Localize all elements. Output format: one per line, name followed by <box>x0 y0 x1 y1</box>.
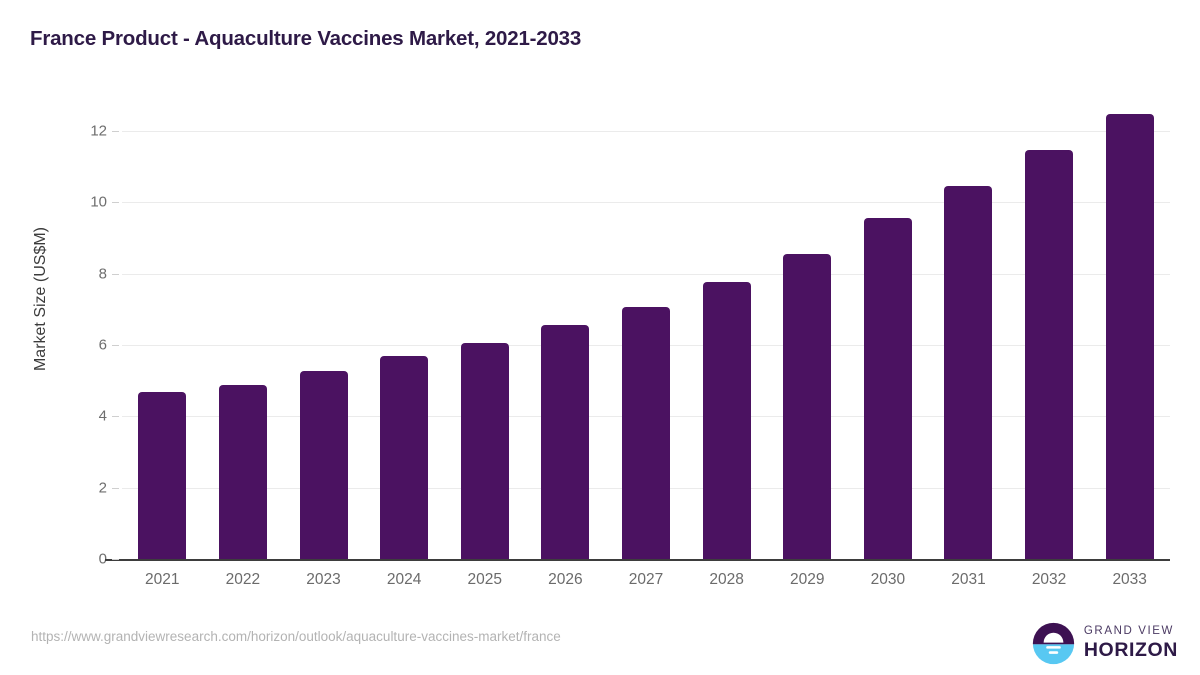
bar-2022[interactable] <box>218 385 267 559</box>
brand-name-secondary: HORIZON <box>1083 639 1178 661</box>
x-tick-label-2022: 2022 <box>225 571 261 588</box>
x-axis-line <box>105 559 1170 561</box>
bar-2023[interactable] <box>299 371 348 559</box>
x-tick-label-2023: 2023 <box>306 571 341 588</box>
x-tick-label-2031: 2031 <box>951 571 986 588</box>
x-tick-label-2021: 2021 <box>145 571 180 588</box>
y-axis-tick-labels: 0 2 4 6 8 10 12 <box>55 90 107 568</box>
bar-2025[interactable] <box>460 342 509 559</box>
bar-2029[interactable] <box>783 253 832 559</box>
x-tick-label-2025: 2025 <box>467 571 502 588</box>
bar-2021[interactable] <box>138 392 187 559</box>
x-tick-label-2030: 2030 <box>870 571 906 588</box>
x-tick-label-2026: 2026 <box>548 571 583 588</box>
brand-logo: GRAND VIEW HORIZON <box>1032 620 1178 666</box>
horizon-circle-icon <box>1032 622 1075 664</box>
bar-2028[interactable] <box>702 281 751 559</box>
gridline <box>122 273 1170 275</box>
y-axis-title: Market Size (US$M) <box>32 226 49 372</box>
y-tick-mark <box>112 487 119 489</box>
y-tick-label: 0 <box>98 550 107 568</box>
plot-area <box>122 90 1170 559</box>
bar-2026[interactable] <box>541 324 590 559</box>
y-tick-label: 2 <box>98 479 107 497</box>
y-tick-label: 8 <box>98 265 107 283</box>
bar-2031[interactable] <box>944 185 993 559</box>
y-tick-mark <box>112 131 119 132</box>
y-tick-mark <box>112 416 119 418</box>
source-url[interactable]: https://www.grandviewresearch.com/horizo… <box>31 629 561 644</box>
y-tick-mark <box>112 202 119 204</box>
bar-2032[interactable] <box>1025 149 1074 559</box>
bar-2033[interactable] <box>1105 114 1154 559</box>
y-tick-mark <box>112 273 119 275</box>
y-tick-mark <box>112 345 119 346</box>
brand-logo-text: GRAND VIEW HORIZON <box>1083 624 1178 661</box>
y-tick-label: 12 <box>90 122 107 140</box>
bar-2024[interactable] <box>380 356 429 559</box>
bar-2030[interactable] <box>863 217 912 559</box>
x-tick-label-2032: 2032 <box>1031 571 1067 588</box>
x-tick-label-2028: 2028 <box>709 571 744 588</box>
x-tick-label-2024: 2024 <box>386 571 422 588</box>
bar-2027[interactable] <box>622 306 670 559</box>
page-title: France Product - Aquaculture Vaccines Ma… <box>30 27 582 50</box>
x-axis-tick-labels: 2021 2022 2023 2024 2025 2026 2027 2028 2029 2030… <box>122 571 1170 597</box>
x-tick-label-2027: 2027 <box>628 571 664 588</box>
gridline <box>122 202 1170 204</box>
y-tick-mark <box>112 559 119 560</box>
brand-name-primary: GRAND VIEW <box>1083 624 1174 637</box>
x-tick-label-2029: 2029 <box>789 571 825 588</box>
y-tick-label: 10 <box>90 193 107 211</box>
y-tick-label: 4 <box>98 407 107 425</box>
x-tick-label-2033: 2033 <box>1112 571 1147 588</box>
gridline <box>122 131 1170 132</box>
y-tick-label: 6 <box>98 336 107 354</box>
